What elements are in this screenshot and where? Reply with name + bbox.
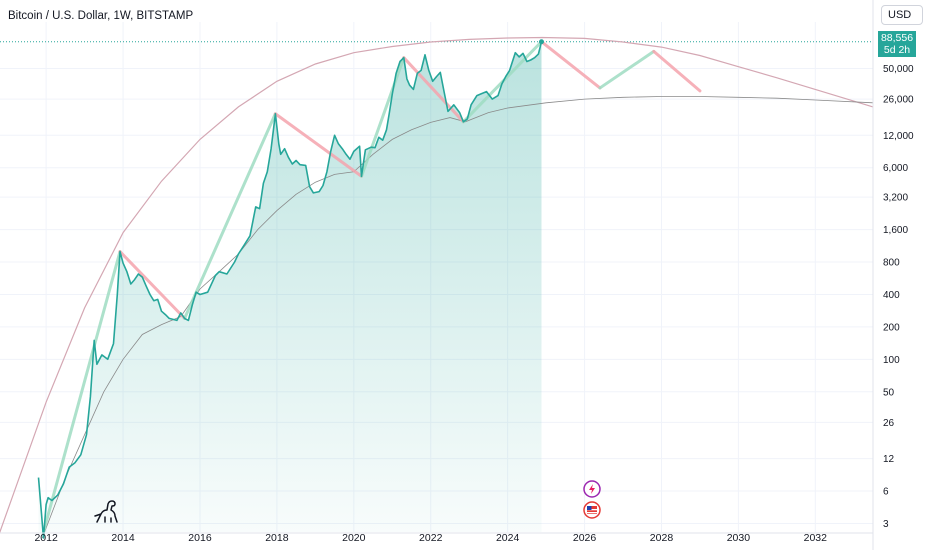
last-price-badge: 88,556 5d 2h bbox=[878, 31, 916, 57]
price-line[interactable] bbox=[37, 41, 543, 539]
cycle-segment-down bbox=[273, 112, 364, 178]
x-tick-label: 2022 bbox=[419, 532, 443, 544]
x-tick-label: 2030 bbox=[727, 532, 751, 544]
bar-countdown: 5d 2h bbox=[883, 44, 911, 56]
x-tick-label: 2020 bbox=[342, 532, 366, 544]
us-flag-event-icon[interactable] bbox=[583, 501, 601, 519]
flag-stripe bbox=[587, 509, 597, 511]
y-tick-label: 26,000 bbox=[883, 95, 914, 106]
y-tick-label: 6,000 bbox=[883, 163, 908, 174]
y-axis: 3 6 12 26 50 100 200 400 800 1,600 3,200 6,000 12,00… bbox=[872, 0, 932, 550]
y-tick-label: 12,000 bbox=[883, 131, 914, 142]
cycle-segment-up bbox=[360, 56, 406, 178]
upper-arc-curve bbox=[0, 36, 874, 534]
y-tick-label: 6 bbox=[883, 487, 889, 498]
y-tick-label: 12 bbox=[883, 454, 895, 465]
dinosaur-shape bbox=[94, 500, 118, 523]
y-tick-label: 400 bbox=[883, 290, 900, 301]
last-price-dot bbox=[538, 39, 544, 45]
x-tick-label: 2028 bbox=[650, 532, 674, 544]
y-tick-label: 50,000 bbox=[883, 64, 914, 75]
currency-button[interactable]: USD bbox=[881, 5, 923, 25]
cycle-segment-up bbox=[41, 250, 122, 534]
price-area bbox=[38, 41, 542, 538]
x-tick-label: 2032 bbox=[804, 532, 828, 544]
cycle-segment-down bbox=[539, 40, 602, 90]
lightning-bolt bbox=[589, 484, 595, 494]
x-tick-label: 2024 bbox=[496, 532, 520, 544]
line-layer bbox=[37, 39, 544, 539]
x-tick-label: 2018 bbox=[265, 532, 289, 544]
x-tick-label: 2012 bbox=[34, 532, 58, 544]
cycle-segment-down bbox=[652, 49, 702, 93]
icon-layer bbox=[94, 480, 601, 523]
y-tick-label: 3 bbox=[883, 519, 889, 530]
cycle-segment-up bbox=[183, 112, 277, 320]
x-tick-label: 2026 bbox=[573, 532, 597, 544]
y-tick-label: 26 bbox=[883, 418, 895, 429]
last-price-value: 88,556 bbox=[880, 32, 914, 44]
x-axis: 2012 2014 2016 2018 2020 2022 2024 2026 2028 2030… bbox=[0, 532, 873, 544]
y-tick-label: 800 bbox=[883, 258, 900, 269]
cycle-segment-down bbox=[118, 250, 187, 320]
area-layer bbox=[38, 41, 542, 538]
chart-title: Bitcoin / U.S. Dollar, 1W, BITSTAMP bbox=[8, 10, 194, 22]
y-tick-label: 50 bbox=[883, 387, 895, 398]
cycle-segment-up bbox=[598, 49, 656, 90]
y-tick-label: 3,200 bbox=[883, 193, 908, 204]
x-tick-label: 2016 bbox=[188, 532, 212, 544]
dinosaur-icon bbox=[94, 500, 118, 523]
segment-layer bbox=[41, 40, 702, 534]
x-tick-label: 2014 bbox=[111, 532, 135, 544]
flag-canton bbox=[587, 506, 592, 510]
lightning-event-icon[interactable] bbox=[583, 480, 601, 498]
y-tick-label: 100 bbox=[883, 355, 900, 366]
flag-stripe bbox=[587, 512, 597, 514]
y-axis-panel bbox=[873, 0, 932, 550]
cycle-segment-down bbox=[402, 56, 465, 124]
y-tick-label: 200 bbox=[883, 322, 900, 333]
y-tick-label: 1,600 bbox=[883, 225, 908, 236]
